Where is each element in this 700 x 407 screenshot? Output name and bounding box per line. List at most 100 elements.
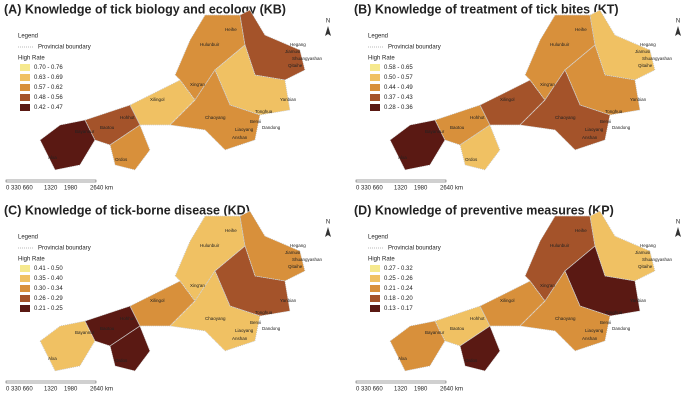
place-label: Anshan	[582, 135, 598, 140]
place-label: Ordos	[465, 358, 478, 363]
place-label: Shuangyashan	[642, 56, 673, 61]
place-label: Dandong	[612, 125, 631, 130]
legend-title: Legend	[368, 235, 388, 241]
place-label: Xilingol	[150, 97, 165, 102]
legend-swatch	[370, 295, 380, 302]
boundary	[39, 119, 96, 171]
place-label: Bayannur	[75, 330, 95, 335]
boundary	[239, 210, 306, 282]
place-label: Liaoyang	[235, 127, 254, 132]
legend-class: 0.35 - 0.40	[34, 276, 63, 282]
place-label: Shuangyashan	[292, 56, 323, 61]
legend-swatch	[370, 74, 380, 81]
legend-rate-label: High Rate	[368, 257, 395, 263]
legend-swatch	[20, 275, 30, 282]
scale-label: 2640 km	[440, 186, 463, 192]
legend-class: 0.28 - 0.36	[384, 105, 413, 111]
panel-title: (A) Knowledge of tick biology and ecolog…	[4, 2, 286, 16]
scale-label: 1980	[414, 186, 428, 192]
scale-label: 2640 km	[90, 186, 113, 192]
place-label: Yanbian	[630, 97, 647, 102]
scale-label: 2640 km	[90, 387, 113, 393]
boundary	[389, 119, 446, 171]
scale-label: 1980	[64, 387, 78, 393]
scale-label: 1320	[394, 387, 408, 393]
legend-title: Legend	[18, 34, 38, 40]
place-label: Qitaihe	[638, 264, 653, 269]
legend-swatch	[370, 84, 380, 91]
place-label: Hohhot	[120, 115, 135, 120]
place-label: Yanbian	[280, 97, 297, 102]
place-label: Xilingol	[150, 298, 165, 303]
legend-swatch	[20, 265, 30, 272]
legend-swatch	[20, 104, 30, 111]
legend-class: 0.37 - 0.43	[384, 95, 413, 101]
place-label: Heihe	[225, 27, 237, 32]
boundary	[589, 210, 656, 282]
place-label: Hulunbuir	[550, 243, 570, 248]
place-label: Hegang	[640, 243, 656, 248]
boundary	[564, 44, 641, 116]
place-label: Qitaihe	[288, 63, 303, 68]
legend-class: 0.44 - 0.49	[384, 85, 413, 91]
boundary	[214, 245, 291, 317]
place-label: Bayannur	[425, 330, 445, 335]
scale-label: 1320	[44, 186, 58, 192]
legend-class: 0.42 - 0.47	[34, 105, 63, 111]
boundary	[239, 9, 306, 81]
place-label: Xing'an	[540, 283, 555, 288]
legend-swatch	[370, 104, 380, 111]
scale-label: 0 330 660	[356, 186, 383, 192]
legend-swatch	[20, 305, 30, 312]
legend-boundary-label: Provincial boundary	[388, 45, 441, 51]
legend-boundary-label: Provincial boundary	[38, 246, 91, 252]
scale-label: 1320	[394, 186, 408, 192]
place-label: Liaoyang	[585, 328, 604, 333]
place-label: Anshan	[232, 336, 248, 341]
place-label: Qitaihe	[288, 264, 303, 269]
place-label: Anshan	[232, 135, 248, 140]
place-label: Chaoyang	[555, 115, 576, 120]
place-label: Yanbian	[630, 298, 647, 303]
north-label: N	[326, 220, 330, 226]
place-label: Shuangyashan	[642, 257, 673, 262]
place-label: Xilingol	[500, 97, 515, 102]
place-label: Xilingol	[500, 298, 515, 303]
legend-title: Legend	[18, 235, 38, 241]
place-label: Dandong	[612, 326, 631, 331]
place-label: Bayannur	[425, 129, 445, 134]
legend-class: 0.58 - 0.65	[384, 65, 413, 71]
legend-class: 0.30 - 0.34	[34, 286, 63, 292]
map-panel: (B) Knowledge of treatment of tick bites…	[354, 2, 681, 192]
boundary	[459, 325, 501, 372]
place-label: Liaoyang	[585, 127, 604, 132]
place-label: Chaoyang	[205, 115, 226, 120]
place-label: Dandong	[262, 125, 281, 130]
place-label: Hohhot	[470, 316, 485, 321]
legend-boundary-label: Provincial boundary	[38, 45, 91, 51]
panel-title: (D) Knowledge of preventive measures (KP…	[354, 203, 614, 217]
boundary	[519, 270, 611, 352]
boundary	[169, 69, 261, 151]
place-label: Baotou	[450, 125, 465, 130]
place-label: Bayannur	[75, 129, 95, 134]
place-label: Benxi	[600, 119, 611, 124]
legend-class: 0.18 - 0.20	[384, 296, 413, 302]
place-label: Alxa	[48, 155, 57, 160]
north-label: N	[676, 220, 680, 226]
boundary	[524, 215, 596, 302]
legend-class: 0.57 - 0.62	[34, 85, 63, 91]
boundary	[519, 69, 611, 151]
scale-bar	[5, 179, 97, 183]
place-label: Qitaihe	[638, 63, 653, 68]
place-label: Hulunbuir	[550, 42, 570, 47]
place-label: Baotou	[450, 326, 465, 331]
place-label: Tonghua	[255, 310, 273, 315]
place-label: Yanbian	[280, 298, 297, 303]
legend-swatch	[20, 74, 30, 81]
legend-swatch	[20, 285, 30, 292]
legend-class: 0.63 - 0.69	[34, 75, 63, 81]
place-label: Hegang	[640, 42, 656, 47]
legend-boundary-label: Provincial boundary	[388, 246, 441, 252]
boundary	[524, 14, 596, 101]
